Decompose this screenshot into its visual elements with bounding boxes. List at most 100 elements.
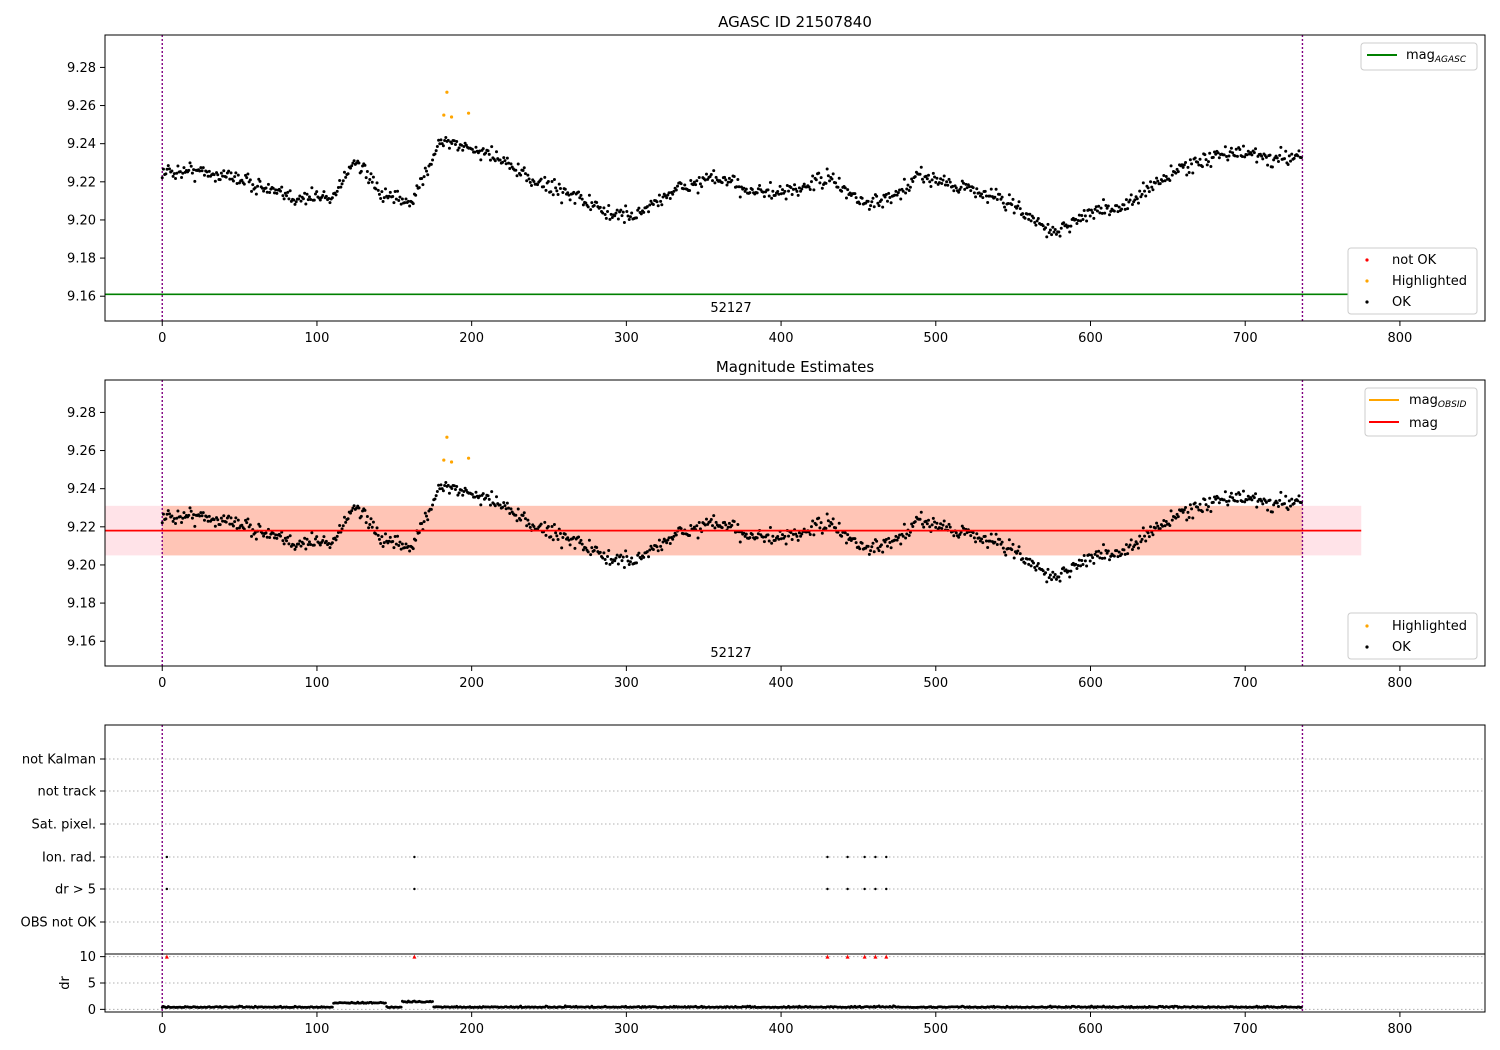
point-ok (509, 162, 513, 166)
point-ok (1099, 206, 1103, 210)
point-ok (837, 176, 841, 180)
point-ok (1012, 211, 1016, 215)
point-ok (404, 197, 408, 201)
point-ok (1108, 558, 1112, 562)
point-ok (1052, 230, 1056, 234)
x-tick-label: 200 (459, 676, 484, 691)
point-ok (488, 158, 492, 162)
point-ok (514, 513, 518, 517)
point-ok (604, 561, 608, 565)
point-ok (901, 189, 905, 193)
point-ok (1278, 153, 1282, 157)
point-ok (937, 526, 941, 530)
point-ok (315, 190, 319, 194)
point-ok (352, 159, 356, 163)
point-ok (688, 534, 692, 538)
point-ok (637, 551, 641, 555)
point-ok (619, 208, 623, 212)
point-ok (552, 523, 556, 527)
point-ok (1088, 559, 1092, 563)
point-ok (433, 152, 437, 156)
point-ok (968, 185, 972, 189)
point-ok (904, 536, 908, 540)
legend-mag-obsid: mag (1409, 393, 1438, 408)
point-ok (396, 534, 400, 538)
point-ok (1101, 198, 1105, 202)
point-ok (972, 536, 976, 540)
point-ok (883, 195, 887, 199)
point-ok (584, 201, 588, 205)
point-ok (732, 519, 736, 523)
point-ok (546, 524, 550, 528)
point-ok (487, 152, 491, 156)
point-ok (364, 521, 368, 525)
point-ok (697, 175, 701, 179)
point-ok (1204, 158, 1208, 162)
point-ok (1234, 147, 1238, 151)
point-ok (626, 214, 630, 218)
point-ok (549, 190, 553, 194)
point-ok (1228, 150, 1232, 154)
point-ok (479, 158, 483, 162)
flag-point (863, 887, 866, 891)
point-ok (607, 548, 611, 552)
point-ok (867, 552, 871, 556)
point-ok (175, 171, 179, 175)
point-ok (1120, 207, 1124, 211)
point-ok (794, 532, 798, 536)
point-ok (484, 151, 488, 155)
point-ok (338, 178, 342, 182)
point-ok (315, 535, 319, 539)
point-ok (486, 494, 490, 498)
point-ok (1035, 219, 1039, 223)
dr-clipped-marker (845, 954, 850, 959)
point-ok (408, 549, 412, 553)
point-ok (1264, 500, 1268, 504)
point-ok (1003, 205, 1007, 209)
point-ok (889, 201, 893, 205)
point-ok (297, 197, 301, 201)
point-ok (1299, 156, 1303, 160)
point-ok (940, 181, 944, 185)
point-ok (988, 194, 992, 198)
point-ok (869, 549, 873, 553)
point-ok (945, 525, 949, 529)
flag-point (885, 887, 888, 891)
point-ok (630, 211, 634, 215)
point-ok (1051, 225, 1055, 229)
dr-tick-label: 5 (88, 977, 96, 992)
point-ok (187, 513, 191, 517)
point-ok (526, 173, 530, 177)
panel2-points (160, 480, 1303, 584)
point-ok (1128, 543, 1132, 547)
point-ok (383, 187, 387, 191)
point-ok (937, 181, 941, 185)
panel-flags: not Kalman not track Sat. pixel. Ion. rad. d… (21, 724, 1486, 1037)
point-ok (348, 511, 352, 515)
point-ok (995, 542, 999, 546)
panel-magnitude-estimates: Magnitude Estimates 52127 9.16 9.18 9.20 9.… (67, 358, 1486, 691)
point-ok (1087, 208, 1091, 212)
point-ok (727, 176, 731, 180)
point-ok (455, 484, 459, 488)
panel1-legend-line: magAGASC (1360, 42, 1478, 71)
y-tick-label: 9.24 (67, 482, 96, 497)
point-ok (1238, 148, 1242, 152)
point-ok (1034, 223, 1038, 227)
point-ok (393, 190, 397, 194)
panel-agasc: AGASC ID 21507840 52127 9.16 9.18 9.20 9.22… (67, 13, 1486, 346)
point-ok (1289, 504, 1293, 508)
point-ok (212, 173, 216, 177)
point-ok (679, 527, 683, 531)
point-ok (420, 522, 424, 526)
point-ok (1069, 569, 1073, 573)
point-ok (791, 187, 795, 191)
point-ok (962, 181, 966, 185)
point-ok (271, 531, 275, 535)
point-ok (417, 531, 421, 535)
point-ok (434, 494, 438, 498)
point-ok (1083, 559, 1087, 563)
point-ok (723, 520, 727, 524)
point-ok (762, 195, 766, 199)
point-ok (931, 516, 935, 520)
